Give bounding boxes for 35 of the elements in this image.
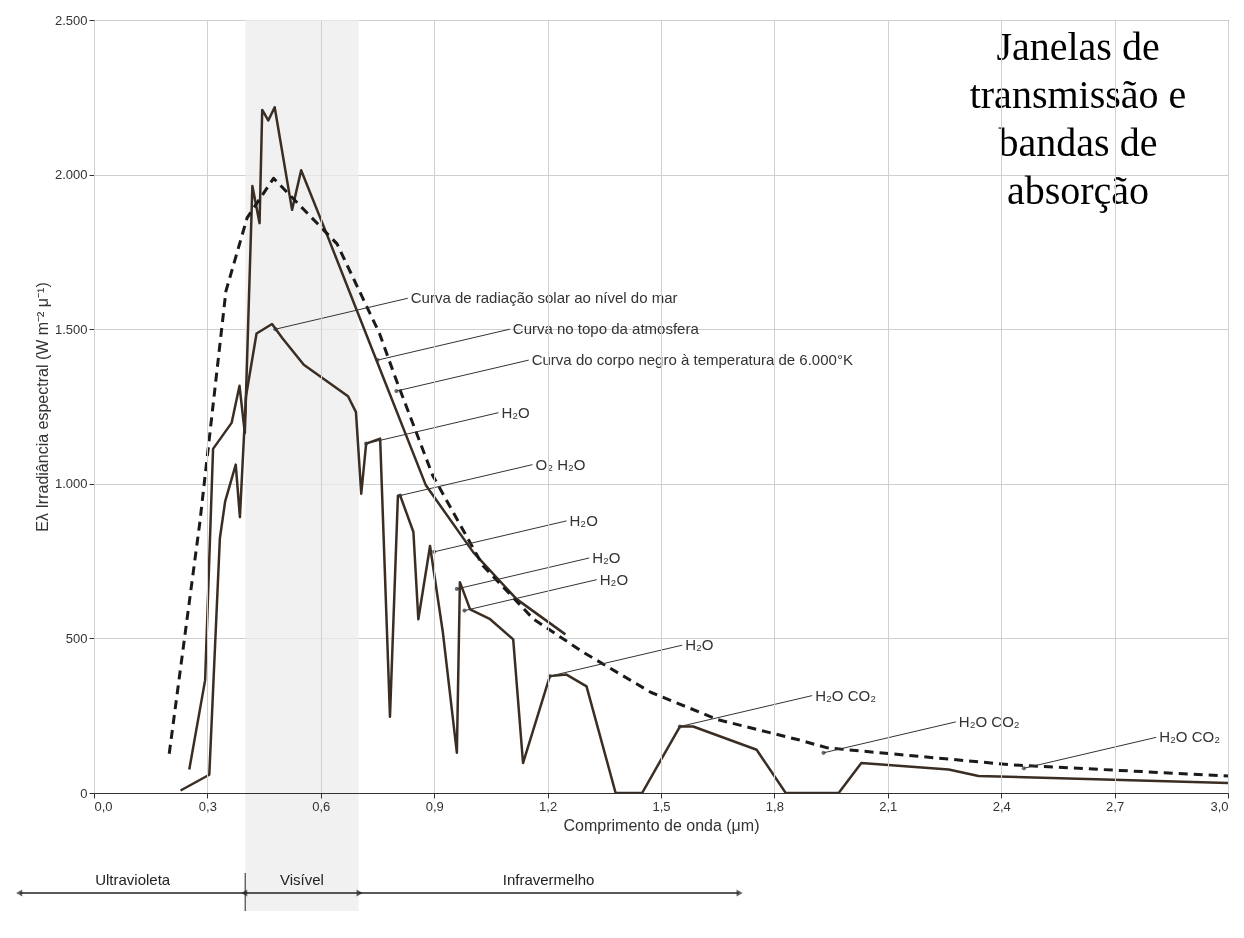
annotation: H₂O (599, 570, 629, 588)
x-tick-label: 0,0 (94, 798, 113, 814)
y-tick-label: 1.000 (54, 476, 88, 492)
annotation: Curva no topo da atmosfera (512, 320, 700, 338)
x-tick-label: 1,8 (765, 798, 784, 814)
x-tick-label: 0,9 (425, 798, 444, 814)
x-tick-label: 1,5 (652, 798, 671, 814)
text: Janelas de transmissão e bandas de absorção (969, 24, 1187, 213)
x-tick-label: 2,7 (1106, 798, 1125, 814)
annotation: H₂O (685, 636, 714, 654)
line-series (167, 176, 1228, 778)
y-tick-label: 0 (80, 785, 88, 801)
x-axis-title: Comprimento de onda (μm) (563, 816, 760, 834)
annotation: H₂O CO₂ (958, 712, 1020, 730)
y-tick-label: 2.500 (54, 12, 88, 28)
x-tick-label: 2,1 (879, 798, 898, 814)
annotation: Curva de radiação solar ao nível do mar (410, 289, 678, 307)
annotation: H₂O (592, 549, 621, 567)
y-tick-label: 2.000 (54, 167, 88, 183)
x-tick-label: 1,2 (539, 798, 558, 814)
y-tick-label: 1.500 (54, 321, 88, 337)
text: Ultravioleta (95, 871, 171, 888)
x-tick-label: 3,0 (1210, 798, 1229, 814)
text: Infravermelho (502, 871, 595, 888)
y-tick-label: 500 (65, 630, 88, 646)
band-label: Visível (279, 871, 324, 888)
x-tick-label: 0,3 (198, 798, 217, 814)
annotation: H₂O (569, 511, 598, 529)
x-tick-label: 0,6 (312, 798, 331, 814)
annotation: H₂O (501, 403, 530, 421)
annotation: H₂O CO₂ (1159, 728, 1221, 746)
annotation: H₂O CO₂ (815, 686, 877, 704)
y-axis-title: Eλ Irradiância espectral (W m⁻² μ⁻¹) (33, 282, 51, 532)
x-tick-label: 2,4 (992, 798, 1011, 814)
annotation: O₂ H₂O (535, 455, 586, 473)
